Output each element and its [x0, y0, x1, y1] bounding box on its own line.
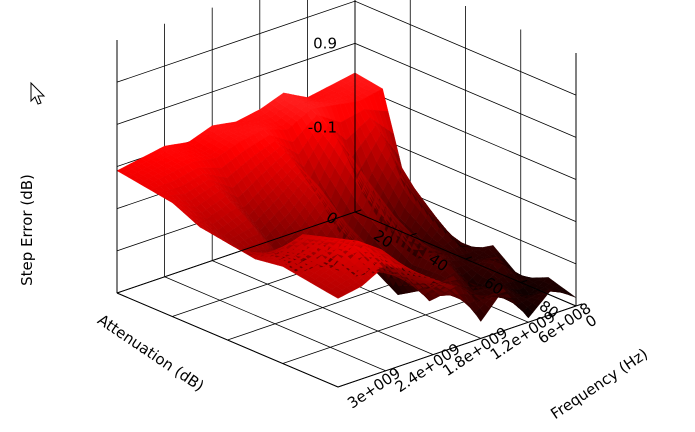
- y-axis-line: [337, 305, 577, 388]
- floor-edge-line: [116, 292, 339, 388]
- x-axis-title: Attenuation (dB): [94, 311, 207, 395]
- frame-layer: [116, 0, 583, 388]
- mouse-cursor-icon: [30, 81, 46, 105]
- z-tick-label: 0.9: [313, 34, 337, 52]
- z-axis-title: Step Error (dB): [18, 174, 36, 286]
- x-tick-mark: [354, 209, 362, 213]
- z-tick-label: -0.1: [308, 119, 337, 137]
- floor-grid-line: [212, 260, 434, 355]
- floor-edge-line: [116, 211, 356, 294]
- x-tick-mark: [520, 279, 528, 283]
- surface-patch: [565, 292, 577, 298]
- floor-grid-line: [164, 276, 386, 372]
- surface-layer: [116, 72, 577, 322]
- y-axis-title: Frequency (Hz): [547, 345, 651, 423]
- y-tick-label: 3e+009: [344, 364, 404, 412]
- x-tick-mark: [410, 232, 417, 236]
- x-tick-mark: [465, 256, 473, 260]
- x-tick-mark: [575, 303, 583, 307]
